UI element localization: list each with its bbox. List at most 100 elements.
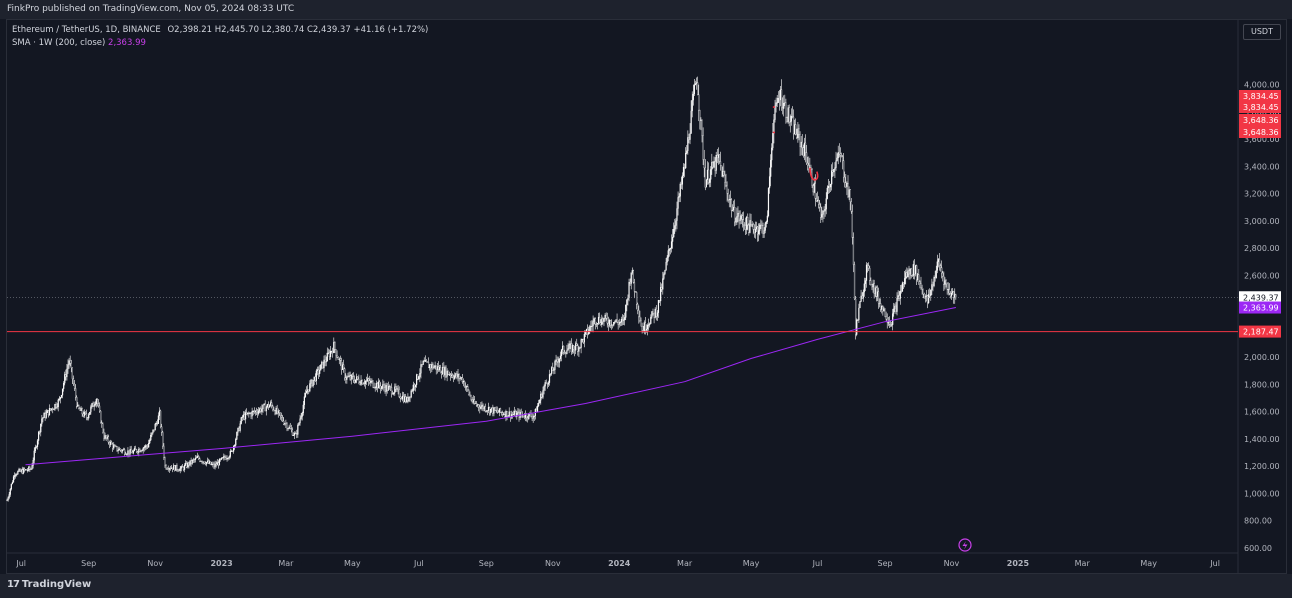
- candle-body: [350, 374, 352, 380]
- symbol-label[interactable]: Ethereum / TetherUS, 1D, BINANCE: [12, 25, 161, 35]
- candle-body: [253, 410, 255, 413]
- candle-body: [444, 367, 446, 376]
- candle-body: [500, 411, 503, 413]
- candle-body: [374, 387, 376, 389]
- candle-body: [504, 414, 506, 418]
- candle-body: [241, 416, 243, 418]
- candle-body: [170, 467, 173, 469]
- legend-symbol-row: Ethereum / TetherUS, 1D, BINANCE O2,398.…: [12, 24, 428, 37]
- candle-body: [349, 375, 351, 380]
- candle-body: [775, 102, 777, 107]
- candle-body: [774, 105, 776, 120]
- candle-body: [853, 264, 856, 300]
- candle-body: [756, 226, 759, 235]
- candle-body: [48, 408, 51, 416]
- candle-body: [683, 167, 686, 169]
- candle-body: [191, 459, 193, 464]
- candle-body: [482, 404, 484, 409]
- x-tick-label: Nov: [545, 559, 561, 568]
- price-label-bg: [1239, 90, 1281, 102]
- candle-body: [214, 463, 216, 468]
- candle-body: [344, 368, 346, 379]
- candle-body: [780, 89, 783, 108]
- candle-body: [462, 381, 465, 383]
- candle-body: [834, 167, 836, 170]
- candle-body: [802, 147, 804, 156]
- y-tick-label: 3,400.00: [1244, 162, 1280, 171]
- candle-body: [865, 264, 868, 281]
- candle-body: [627, 297, 629, 301]
- candle-body: [719, 161, 722, 166]
- candle-body: [125, 453, 127, 455]
- candle-body: [566, 350, 568, 354]
- tradingview-logo[interactable]: 𝟭𝟳 TradingView: [7, 579, 91, 590]
- event-icon[interactable]: [958, 538, 972, 552]
- sma-label[interactable]: SMA · 1W (200, close): [12, 38, 106, 48]
- candle-body: [515, 411, 517, 418]
- candle-body: [88, 414, 90, 419]
- candle-body: [417, 374, 419, 380]
- candle-body: [826, 187, 828, 199]
- candle-body: [157, 415, 160, 424]
- candle-body: [611, 324, 613, 326]
- chart-frame[interactable]: [6, 19, 1287, 574]
- candle-body: [701, 119, 703, 136]
- candle-body: [685, 153, 687, 169]
- candle-body: [9, 488, 11, 495]
- x-tick-label: Sep: [479, 559, 494, 568]
- candle-body: [804, 142, 807, 153]
- candle-body: [856, 319, 858, 335]
- candle-body: [484, 406, 486, 412]
- curve-annotation: [809, 167, 819, 181]
- candle-body: [78, 405, 80, 409]
- candle-body: [950, 293, 953, 297]
- candle-body: [178, 470, 180, 472]
- candle-body: [65, 374, 67, 378]
- candle-body: [316, 369, 319, 371]
- candle-body: [622, 319, 625, 321]
- candle-body: [841, 156, 844, 161]
- candle-body: [941, 267, 943, 274]
- candle-body: [844, 176, 846, 183]
- candle-body: [17, 471, 19, 475]
- candle-body: [289, 426, 291, 429]
- candle-body: [362, 383, 364, 385]
- candle-body: [348, 375, 350, 377]
- candle-body: [703, 159, 705, 169]
- currency-selector[interactable]: USDT: [1243, 24, 1281, 40]
- candle-body: [942, 272, 944, 277]
- candle-body: [869, 268, 871, 281]
- candle-body: [723, 170, 725, 176]
- sma-line[interactable]: [25, 307, 956, 466]
- candle-body: [39, 431, 41, 433]
- candle-body: [608, 320, 611, 326]
- candle-body: [18, 469, 20, 472]
- candle-body: [643, 322, 645, 333]
- y-tick-label: 3,600.00: [1244, 135, 1280, 144]
- candle-body: [250, 413, 252, 417]
- candle-body: [104, 435, 106, 439]
- candle-body: [274, 410, 276, 415]
- candle-body: [106, 436, 108, 439]
- candle-body: [746, 216, 748, 230]
- candle-body: [616, 319, 618, 323]
- candle-body: [631, 270, 633, 273]
- candle-body: [286, 423, 288, 429]
- tradingview-logo-icon: 𝟭𝟳: [7, 579, 20, 590]
- candle-body: [887, 321, 889, 323]
- publisher-text: FinkPro published on TradingView.com, No…: [7, 4, 295, 14]
- candle-body: [42, 417, 44, 419]
- candle-body: [798, 128, 800, 135]
- candle-body: [102, 423, 104, 433]
- candle-body: [588, 330, 590, 335]
- candle-body: [614, 321, 616, 323]
- candle-body: [44, 413, 46, 418]
- candle-body: [559, 355, 562, 359]
- candle-body: [331, 351, 333, 352]
- candle-body: [36, 440, 39, 447]
- candle-body: [603, 318, 605, 322]
- candle-body: [547, 382, 550, 385]
- candle-body: [509, 411, 511, 418]
- candle-body: [454, 375, 456, 379]
